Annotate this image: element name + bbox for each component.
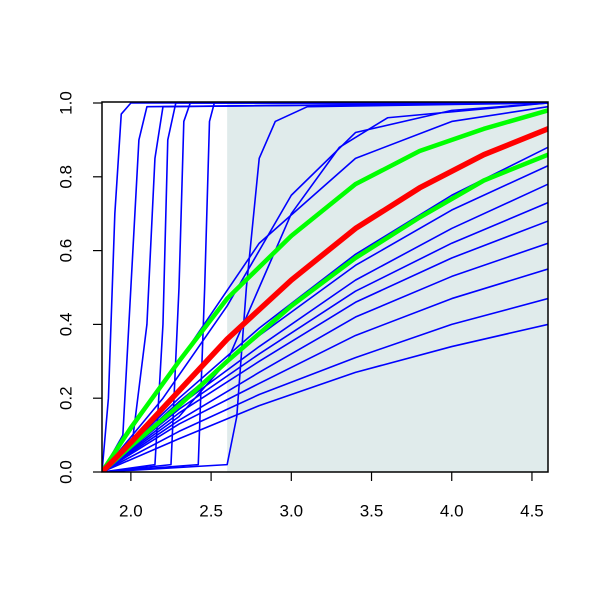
curve — [102, 102, 548, 472]
x-tick-label: 2.5 — [199, 501, 223, 520]
curve — [102, 201, 548, 472]
y-tick-label: 0.6 — [56, 239, 75, 263]
plot-area — [102, 102, 548, 472]
curve — [102, 102, 548, 472]
curve — [102, 297, 548, 472]
curve — [102, 102, 548, 472]
curve — [102, 323, 548, 472]
plot-frame — [101, 101, 549, 473]
axes: 2.0 2.5 3.0 3.5 4.0 4.5 0.0 0.2 0.4 0.6 0.8 1.0 — [56, 91, 543, 520]
curve — [102, 268, 548, 472]
y-tick-label: 0.0 — [56, 460, 75, 484]
curve — [102, 108, 548, 472]
y-tick-label: 0.2 — [56, 386, 75, 410]
curve — [102, 102, 548, 472]
curve — [102, 126, 548, 472]
curve — [102, 242, 548, 472]
y-tick-label: 0.4 — [56, 313, 75, 337]
x-tick-label: 4.5 — [520, 501, 544, 520]
x-tick-label: 3.5 — [360, 501, 384, 520]
x-tick-label: 2.0 — [119, 501, 143, 520]
x-tick-label: 4.0 — [440, 501, 464, 520]
curve — [102, 152, 548, 472]
y-tick-label: 1.0 — [56, 91, 75, 115]
curve — [102, 220, 548, 472]
y-tick-label: 0.8 — [56, 165, 75, 189]
x-tick-label: 3.0 — [279, 501, 303, 520]
